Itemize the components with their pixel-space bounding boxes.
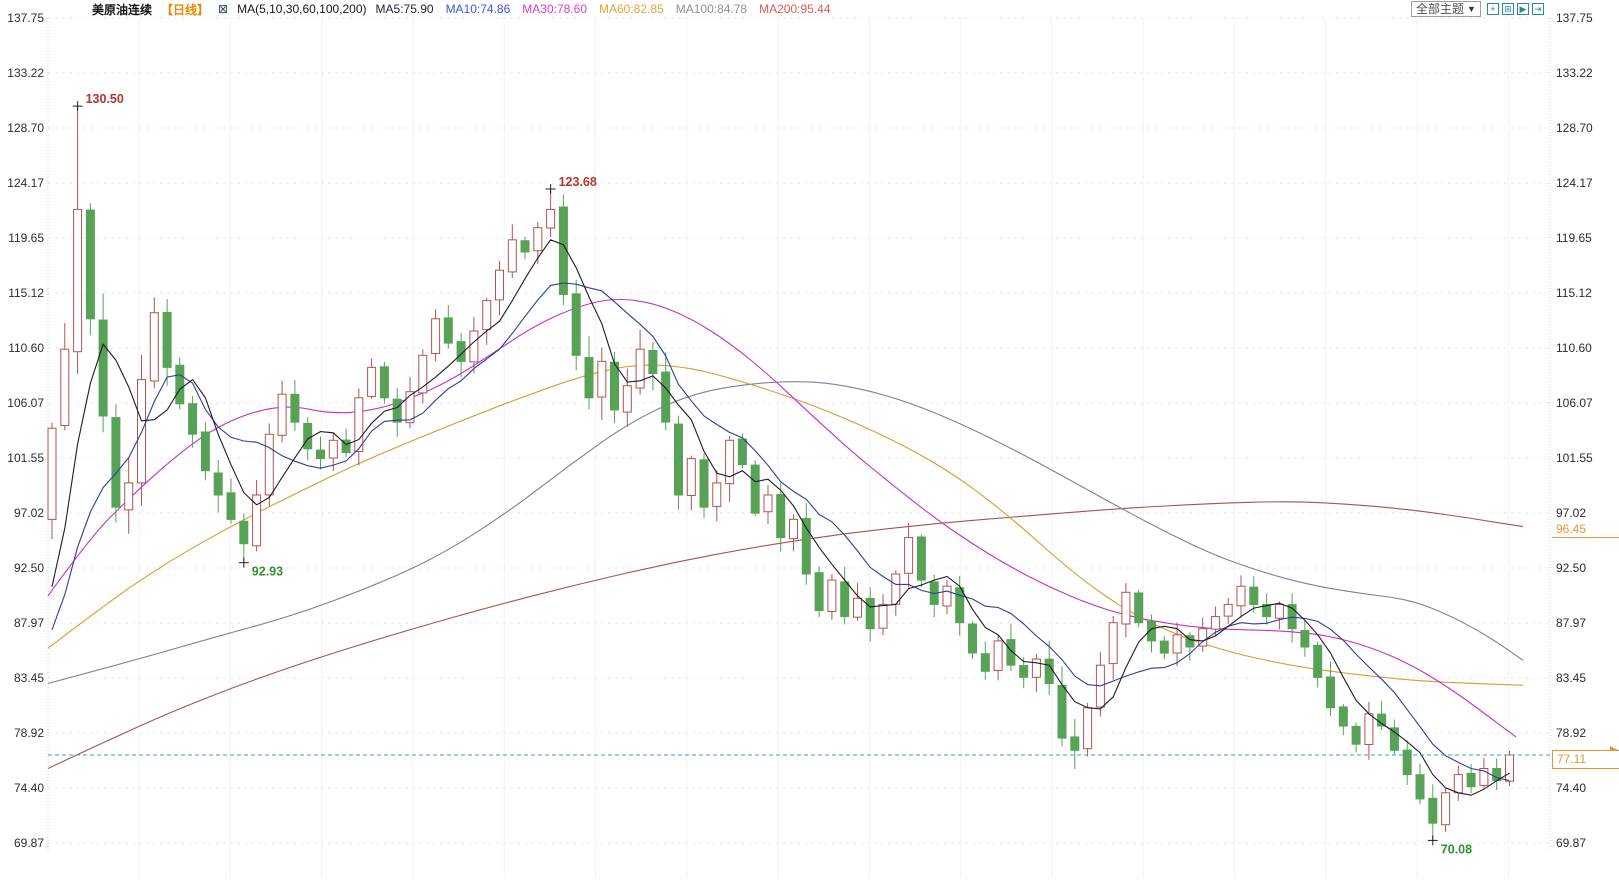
y-axis-label: 92.50 (1556, 561, 1587, 575)
crosshair-icon[interactable]: + (1486, 3, 1499, 15)
y-axis-label: 74.40 (13, 781, 44, 795)
price-annotation: 70.08 (1427, 835, 1472, 856)
y-axis-label: 133.22 (1556, 66, 1593, 80)
y-axis-label: 97.02 (13, 506, 44, 520)
candles (47, 106, 1514, 841)
ma-legend-item: MA10:74.86 (445, 2, 511, 16)
ma200-line (47, 501, 1524, 769)
y-axis-label: 101.55 (1556, 451, 1593, 465)
price-annotation: 92.93 (238, 557, 283, 579)
y-axis-label: 87.97 (1556, 616, 1587, 630)
ma-legend-item: MA100:84.78 (675, 2, 748, 16)
zoom-fit-icon[interactable]: ⊞ (1501, 3, 1514, 15)
y-axis-label: 92.50 (13, 561, 44, 575)
ma-legend-item: MA60:82.85 (599, 2, 664, 16)
indicator-settings-icon[interactable]: ⊠ (218, 2, 229, 16)
y-axis-label: 115.12 (1556, 286, 1592, 300)
y-axis-label: 83.45 (1556, 671, 1587, 685)
ma60-line (47, 364, 1524, 686)
y-axis-label: 78.92 (1556, 726, 1587, 740)
y-axis-label: 97.02 (1556, 506, 1587, 520)
ma30-line (47, 298, 1517, 738)
grid-vertical (138, 18, 1509, 878)
ma-legend: MA5:75.90 MA10:74.86 MA30:78.60 MA60:82.85 M… (376, 2, 831, 16)
ma200-price-tag: 96.45 (1552, 522, 1619, 538)
y-axis-label: 137.75 (1556, 11, 1593, 25)
price-annotation: 123.68 (545, 175, 597, 194)
y-axis-label: 106.07 (1556, 396, 1593, 410)
y-axis-label: 119.65 (8, 231, 44, 245)
ma-set-label: MA(5,10,30,60,100,200) (237, 2, 367, 16)
y-axis-label: 119.65 (1556, 231, 1592, 245)
svg-text:92.93: 92.93 (252, 565, 283, 579)
themes-dropdown-label: 全部主题 (1416, 1, 1465, 16)
ma10-line (51, 282, 1510, 782)
y-axis-label: 106.07 (7, 396, 44, 410)
ma100-line (47, 381, 1524, 684)
y-axis-label: 69.87 (1556, 836, 1587, 850)
toolbar: 全部主题 ▼ + ⊞ ▶ ⇥ (1411, 1, 1544, 17)
grid-horizontal (48, 17, 1550, 844)
chart-header: 美原油连续 【日线】 ⊠ MA(5,10,30,60,100,200) MA5:… (92, 1, 831, 17)
chart-tool-icons: + ⊞ ▶ ⇥ (1486, 3, 1544, 15)
ma-legend-item: MA30:78.60 (522, 2, 587, 16)
period-label: 【日线】 (161, 2, 210, 17)
y-axis-label: 74.40 (1556, 781, 1587, 795)
y-axis-label: 83.45 (13, 671, 44, 685)
scroll-right-icon[interactable]: ▶ (1516, 3, 1529, 15)
last-price-tag: 77.11 (1552, 750, 1619, 769)
y-axis-label: 124.17 (1556, 176, 1593, 190)
ma-legend-item: MA200:95.44 (759, 2, 831, 16)
y-axis-label: 128.70 (7, 121, 44, 135)
themes-dropdown-button[interactable]: 全部主题 ▼ (1411, 1, 1481, 17)
y-axis-label: 133.22 (7, 66, 44, 80)
y-axis-label: 115.12 (8, 286, 44, 300)
svg-text:70.08: 70.08 (1441, 842, 1472, 856)
y-axis-label: 78.92 (13, 726, 44, 740)
y-axis-label: 124.17 (7, 176, 44, 190)
symbol-title: 美原油连续 (92, 2, 153, 17)
y-axis-label: 128.70 (1556, 121, 1593, 135)
goto-latest-icon[interactable]: ⇥ (1531, 3, 1544, 15)
chevron-down-icon: ▼ (1467, 3, 1476, 14)
y-axis-label: 137.75 (7, 11, 44, 25)
price-annotation: 130.50 (72, 92, 124, 112)
y-axis-label: 87.97 (13, 616, 44, 630)
y-axis-label: 69.87 (13, 836, 44, 850)
ma5-line (51, 239, 1510, 796)
ma-legend-item: MA5:75.90 (375, 2, 434, 16)
svg-text:123.68: 123.68 (559, 175, 597, 189)
y-axis-label: 101.55 (7, 451, 44, 465)
y-axis-label: 110.60 (8, 341, 44, 355)
y-axis-label: 110.60 (1556, 341, 1592, 355)
svg-text:130.50: 130.50 (86, 92, 124, 106)
